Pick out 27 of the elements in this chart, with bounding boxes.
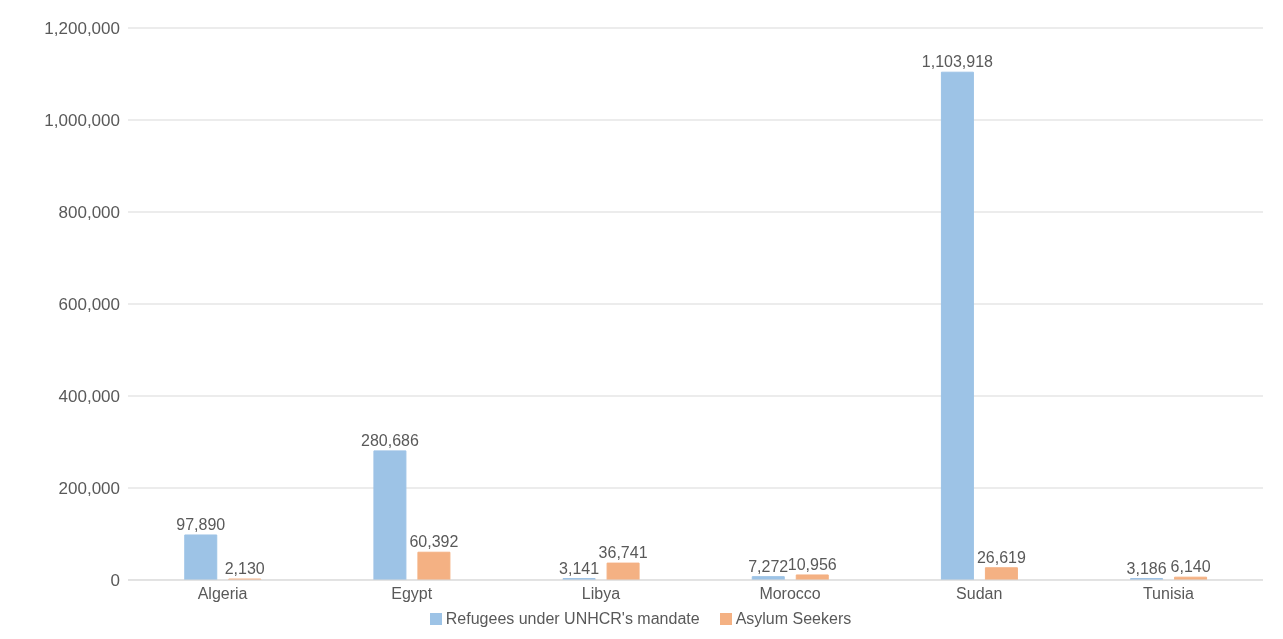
y-tick-label: 800,000 <box>58 203 120 223</box>
y-tick-label: 1,200,000 <box>44 19 120 39</box>
x-tick-label: Sudan <box>956 585 1003 603</box>
y-tick-label: 1,000,000 <box>44 111 120 131</box>
y-tick-label: 600,000 <box>58 295 120 315</box>
legend-label: Asylum Seekers <box>735 610 852 628</box>
data-label: 3,186 <box>1126 559 1167 577</box>
data-label: 26,619 <box>976 548 1026 566</box>
data-label: 280,686 <box>360 431 419 449</box>
data-label: 7,272 <box>748 557 789 575</box>
legend-label: Refugees under UNHCR's mandate <box>445 610 700 628</box>
data-label: 36,741 <box>598 544 648 562</box>
data-label: 3,141 <box>559 559 600 577</box>
x-tick-label: Algeria <box>197 585 248 603</box>
data-label: 60,392 <box>409 533 459 551</box>
y-tick-label: 400,000 <box>58 387 120 407</box>
data-label: 1,103,918 <box>921 53 994 71</box>
x-tick-label: Morocco <box>759 585 821 603</box>
data-label: 10,956 <box>787 555 837 573</box>
y-tick-label: 0 <box>110 571 120 591</box>
x-tick-label: Egypt <box>391 585 433 603</box>
data-label: 97,890 <box>176 515 226 533</box>
data-label: 6,140 <box>1170 558 1211 576</box>
data-label: 2,130 <box>224 560 265 578</box>
y-tick-label: 200,000 <box>58 479 120 499</box>
x-tick-label: Libya <box>581 585 621 603</box>
x-tick-label: Tunisia <box>1142 585 1195 603</box>
